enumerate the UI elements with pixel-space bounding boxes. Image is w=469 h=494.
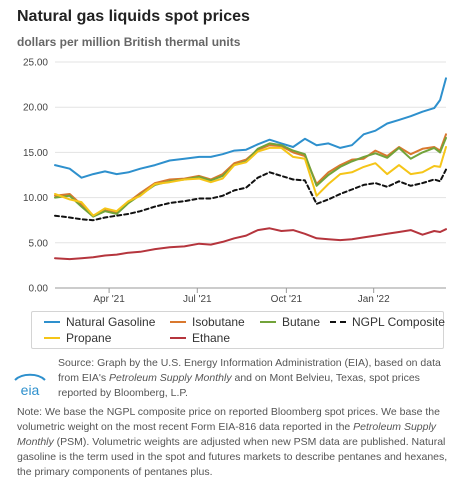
legend-label: NGPL Composite: [352, 315, 445, 329]
legend-swatch: [330, 320, 346, 323]
legend-swatch: [260, 320, 276, 323]
legend-item-propane: Propane: [44, 331, 111, 345]
source-note: Source: Graph by the U.S. Energy Informa…: [58, 356, 448, 401]
legend-item-natural-gasoline: Natural Gasoline: [44, 315, 155, 329]
legend-swatch: [170, 336, 186, 339]
methodology-note: Note: We base the NGPL composite price o…: [17, 405, 457, 480]
legend-label: Butane: [282, 315, 321, 329]
eia-logo-icon: eia: [14, 373, 46, 398]
legend-item-butane: Butane: [260, 315, 320, 329]
legend-label: Natural Gasoline: [66, 315, 156, 329]
y-tick-label: 0.00: [29, 284, 49, 295]
legend-item-ngpl-composite: NGPL Composite: [330, 315, 445, 329]
chart-legend: Natural Gasoline Isobutane Butane NGPL Comp…: [31, 311, 445, 349]
source-text-2: and on Mont Belvieu, Texas, spot prices …: [58, 372, 420, 399]
note-text-2: (PSM). Volumetric weights are adjusted w…: [17, 436, 448, 478]
x-tick-label: Jul '21: [183, 294, 212, 305]
legend-swatch: [44, 320, 60, 323]
legend-label: Propane: [66, 331, 112, 345]
y-tick-label: 25.00: [23, 58, 48, 69]
series-line-propane: [54, 146, 447, 217]
legend-swatch: [44, 336, 60, 339]
series-line-ethane: [54, 227, 447, 261]
x-tick-label: Jan '22: [358, 294, 390, 305]
line-chart: 0.00 5.00 10.00 15.00 20.00 25.00 Apr '21 Jul '…: [23, 58, 447, 305]
legend-item-ethane: Ethane: [170, 331, 230, 345]
y-tick-label: 15.00: [23, 148, 48, 159]
series-line-natural-gasoline: [54, 77, 447, 179]
chart-title: Natural gas liquids spot prices: [17, 8, 250, 25]
source-publication: Petroleum Supply Monthly: [109, 372, 232, 384]
x-tick-label: Oct '21: [271, 294, 303, 305]
source-text-1: Source: Graph by the U.S. Energy Informa…: [58, 357, 441, 384]
series-line-butane: [54, 136, 447, 218]
svg-text:eia: eia: [21, 382, 40, 398]
legend-label: Isobutane: [192, 315, 245, 329]
y-tick-label: 10.00: [23, 193, 48, 204]
legend-label: Ethane: [192, 331, 231, 345]
legend-swatch: [170, 320, 186, 323]
x-tick-label: Apr '21: [93, 294, 125, 305]
note-publication: Petroleum Supply Monthly: [17, 421, 437, 448]
y-tick-label: 5.00: [29, 238, 49, 249]
chart-subtitle: dollars per million British thermal unit…: [17, 35, 241, 49]
legend-item-isobutane: Isobutane: [170, 315, 245, 329]
y-tick-label: 20.00: [23, 103, 48, 114]
note-text-1: Note: We base the NGPL composite price o…: [17, 406, 440, 433]
series-line-ngpl-composite: [54, 168, 447, 222]
